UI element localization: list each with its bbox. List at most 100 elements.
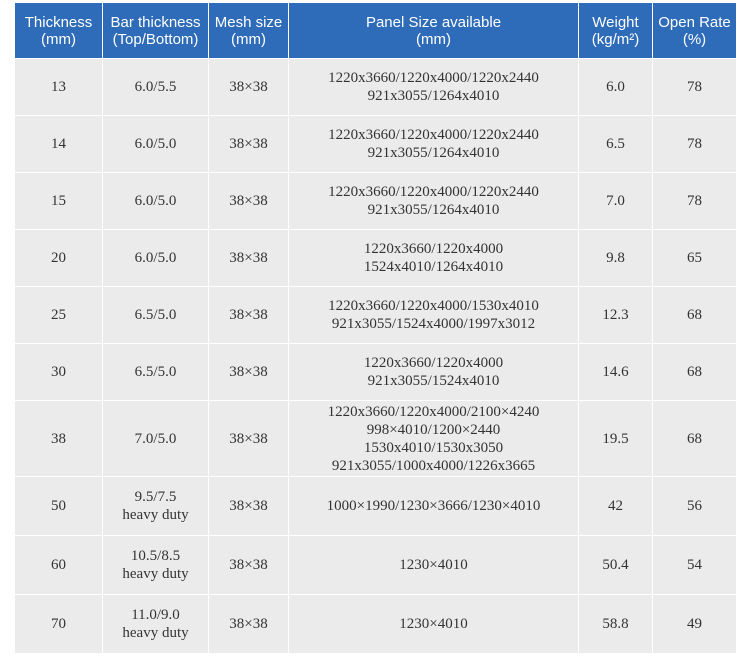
cell-bar-thickness: 6.0/5.0 bbox=[102, 115, 209, 173]
header-weight-line-1: Weight bbox=[592, 13, 639, 31]
cell-mesh-size: 38×38 bbox=[208, 343, 289, 401]
cell-mesh-size: 38×38 bbox=[208, 535, 289, 595]
cell-weight: 42 bbox=[578, 476, 653, 536]
header-thickness-line-1: Thickness bbox=[24, 13, 93, 31]
grating-spec-table: Thickness (mm) Bar thickness (Top/Bottom… bbox=[14, 2, 737, 654]
cell-weight: 12.3 bbox=[578, 286, 653, 344]
cell-mesh-size: 38×38 bbox=[208, 476, 289, 536]
header-weight-line-2: (kg/m²) bbox=[591, 30, 640, 48]
header-bar-thickness-line-2: (Top/Bottom) bbox=[112, 30, 199, 48]
cell-open-rate: 78 bbox=[652, 172, 737, 230]
cell-thickness: 38 bbox=[14, 400, 103, 477]
header-bar-thickness: Bar thickness (Top/Bottom) bbox=[102, 2, 209, 59]
cell-panel-size-line: 1220x3660/1220x4000/1220x2440 bbox=[328, 184, 539, 200]
cell-panel-size-line: 1220x3660/1220x4000/1220x2440 bbox=[328, 127, 539, 143]
header-open-rate: Open Rate (%) bbox=[652, 2, 737, 59]
cell-panel-size: 1000×1990/1230×3666/1230×4010 bbox=[288, 476, 579, 536]
cell-bar-thickness-line: 9.5/7.5 bbox=[134, 489, 177, 505]
cell-thickness: 60 bbox=[14, 535, 103, 595]
cell-panel-size: 1220x3660/1220x4000/1220x2440 921x3055/12… bbox=[288, 172, 579, 230]
header-mesh-size-line-2: (mm) bbox=[231, 30, 266, 48]
cell-open-rate: 54 bbox=[652, 535, 737, 595]
cell-open-rate: 68 bbox=[652, 286, 737, 344]
cell-bar-thickness: 6.0/5.5 bbox=[102, 58, 209, 116]
table-row: 13 6.0/5.5 38×38 1220x3660/1220x4000/1220x2… bbox=[14, 58, 737, 116]
cell-weight: 7.0 bbox=[578, 172, 653, 230]
table-row: 70 11.0/9.0 heavy duty 38×38 1230×4010 58.8 49 bbox=[14, 594, 737, 654]
cell-open-rate: 56 bbox=[652, 476, 737, 536]
cell-bar-thickness-line: 6.0/5.0 bbox=[134, 193, 177, 209]
table-row: 30 6.5/5.0 38×38 1220x3660/1220x4000 921x305… bbox=[14, 343, 737, 401]
header-mesh-size: Mesh size (mm) bbox=[208, 2, 289, 59]
cell-bar-thickness: 6.0/5.0 bbox=[102, 172, 209, 230]
cell-panel-size: 1220x3660/1220x4000 921x3055/1524x4010 bbox=[288, 343, 579, 401]
cell-bar-thickness-line: heavy duty bbox=[122, 507, 189, 523]
cell-open-rate: 78 bbox=[652, 58, 737, 116]
cell-mesh-size: 38×38 bbox=[208, 229, 289, 287]
header-weight: Weight (kg/m²) bbox=[578, 2, 653, 59]
cell-panel-size-line: 998×4010/1200×2440 bbox=[366, 421, 501, 438]
cell-panel-size: 1230×4010 bbox=[288, 535, 579, 595]
cell-bar-thickness-line: 10.5/8.5 bbox=[130, 548, 181, 564]
table-row: 38 7.0/5.0 38×38 1220x3660/1220x4000/2100×4… bbox=[14, 400, 737, 477]
table-row: 60 10.5/8.5 heavy duty 38×38 1230×4010 50.4 54 bbox=[14, 535, 737, 595]
cell-thickness: 14 bbox=[14, 115, 103, 173]
cell-panel-size-line: 921x3055/1524x4010 bbox=[367, 373, 500, 389]
cell-panel-size-line: 921x3055/1524x4000/1997x3012 bbox=[331, 316, 536, 332]
cell-thickness: 25 bbox=[14, 286, 103, 344]
cell-mesh-size: 38×38 bbox=[208, 594, 289, 654]
table-row: 20 6.0/5.0 38×38 1220x3660/1220x4000 1524x40… bbox=[14, 229, 737, 287]
cell-mesh-size: 38×38 bbox=[208, 115, 289, 173]
cell-bar-thickness-line: 6.5/5.0 bbox=[134, 307, 177, 323]
cell-bar-thickness: 10.5/8.5 heavy duty bbox=[102, 535, 209, 595]
cell-bar-thickness-line: 6.5/5.0 bbox=[134, 364, 177, 380]
cell-weight: 9.8 bbox=[578, 229, 653, 287]
table-header: Thickness (mm) Bar thickness (Top/Bottom… bbox=[14, 2, 737, 59]
cell-panel-size-line: 1220x3660/1220x4000 bbox=[363, 241, 504, 257]
cell-mesh-size: 38×38 bbox=[208, 58, 289, 116]
header-panel-size-line-1: Panel Size available bbox=[365, 13, 502, 31]
cell-bar-thickness: 7.0/5.0 bbox=[102, 400, 209, 477]
cell-panel-size-line: 1220x3660/1220x4000 bbox=[363, 355, 504, 371]
cell-weight: 58.8 bbox=[578, 594, 653, 654]
table-body: 13 6.0/5.5 38×38 1220x3660/1220x4000/1220x2… bbox=[14, 58, 737, 654]
header-open-rate-line-2: (%) bbox=[682, 30, 707, 48]
header-panel-size: Panel Size available (mm) bbox=[288, 2, 579, 59]
cell-mesh-size: 38×38 bbox=[208, 172, 289, 230]
cell-panel-size-line: 921x3055/1264x4010 bbox=[367, 145, 500, 161]
cell-panel-size-line: 921x3055/1264x4010 bbox=[367, 202, 500, 218]
cell-panel-size-line: 1220x3660/1220x4000/2100×4240 bbox=[327, 403, 540, 420]
table-row: 25 6.5/5.0 38×38 1220x3660/1220x4000/1530x4… bbox=[14, 286, 737, 344]
cell-mesh-size: 38×38 bbox=[208, 400, 289, 477]
cell-mesh-size: 38×38 bbox=[208, 286, 289, 344]
cell-open-rate: 68 bbox=[652, 343, 737, 401]
table-row: 15 6.0/5.0 38×38 1220x3660/1220x4000/1220x2… bbox=[14, 172, 737, 230]
cell-panel-size-line: 1524x4010/1264x4010 bbox=[363, 259, 504, 275]
cell-panel-size: 1220x3660/1220x4000/1220x2440 921x3055/12… bbox=[288, 115, 579, 173]
cell-panel-size-line: 921x3055/1264x4010 bbox=[367, 88, 500, 104]
cell-weight: 50.4 bbox=[578, 535, 653, 595]
cell-panel-size-line: 1230×4010 bbox=[399, 557, 468, 573]
cell-panel-size: 1220x3660/1220x4000/1530x4010 921x3055/15… bbox=[288, 286, 579, 344]
table-row: 50 9.5/7.5 heavy duty 38×38 1000×1990/1230×3… bbox=[14, 476, 737, 536]
cell-weight: 14.6 bbox=[578, 343, 653, 401]
header-panel-size-line-2: (mm) bbox=[416, 30, 451, 48]
cell-weight: 19.5 bbox=[578, 400, 653, 477]
cell-panel-size: 1230×4010 bbox=[288, 594, 579, 654]
cell-bar-thickness-line: 6.0/5.5 bbox=[134, 79, 177, 95]
cell-open-rate: 49 bbox=[652, 594, 737, 654]
cell-thickness: 50 bbox=[14, 476, 103, 536]
header-mesh-size-line-1: Mesh size bbox=[214, 13, 283, 31]
cell-panel-size-line: 1000×1990/1230×3666/1230×4010 bbox=[326, 498, 541, 514]
cell-bar-thickness: 11.0/9.0 heavy duty bbox=[102, 594, 209, 654]
cell-thickness: 13 bbox=[14, 58, 103, 116]
cell-bar-thickness-line: 11.0/9.0 bbox=[131, 607, 180, 623]
cell-panel-size-line: 1220x3660/1220x4000/1530x4010 bbox=[328, 298, 539, 314]
cell-bar-thickness: 6.5/5.0 bbox=[102, 343, 209, 401]
header-thickness: Thickness (mm) bbox=[14, 2, 103, 59]
cell-panel-size-line: 1530x4010/1530x3050 bbox=[363, 439, 504, 456]
cell-bar-thickness: 9.5/7.5 heavy duty bbox=[102, 476, 209, 536]
cell-thickness: 15 bbox=[14, 172, 103, 230]
cell-thickness: 30 bbox=[14, 343, 103, 401]
